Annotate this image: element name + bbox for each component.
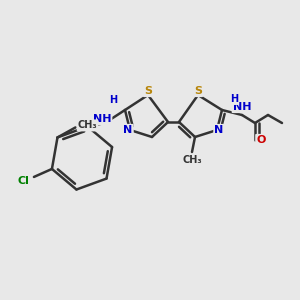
Text: S: S: [194, 86, 202, 96]
Text: Cl: Cl: [18, 176, 30, 186]
Text: S: S: [144, 86, 152, 96]
Text: CH₃: CH₃: [78, 120, 97, 130]
Text: NH: NH: [233, 102, 251, 112]
Text: O: O: [256, 135, 266, 145]
Text: N: N: [123, 125, 133, 135]
Text: CH₃: CH₃: [182, 155, 202, 165]
Text: H: H: [109, 95, 117, 105]
Text: NH: NH: [93, 114, 111, 124]
Text: N: N: [214, 125, 224, 135]
Text: H: H: [230, 94, 238, 104]
